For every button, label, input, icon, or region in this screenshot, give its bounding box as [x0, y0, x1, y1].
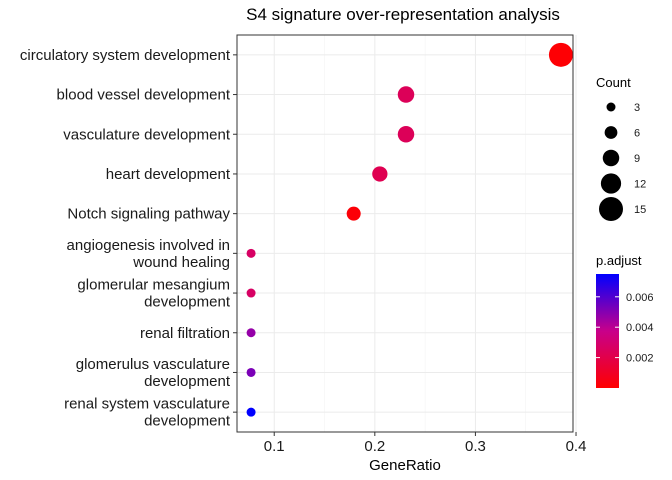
p-adjust-legend: p.adjust 0.002 0.004 0.006	[596, 253, 654, 388]
y-tick-label-line: wound healing	[132, 254, 230, 271]
x-tick-labels: 0.1 0.2 0.3 0.4	[264, 432, 587, 455]
y-tick-label: glomerular mesangium development	[77, 277, 230, 311]
y-tick-label: Notch signaling pathway	[67, 206, 230, 223]
y-tick-label: renal system vasculature development	[64, 396, 231, 430]
p-adjust-colorbar	[596, 274, 619, 388]
y-tick-label-line: Notch signaling pathway	[67, 206, 230, 223]
y-tick-label-line: renal filtration	[140, 325, 230, 342]
y-tick-label: angiogenesis involved in wound healing	[67, 237, 230, 271]
y-tick-label: vasculature development	[63, 126, 231, 143]
data-point	[246, 288, 256, 298]
y-tick-label: glomerulus vasculature development	[76, 356, 231, 390]
y-tick-label-line: glomerulus vasculature	[76, 356, 230, 373]
y-tick-label-line: renal system vasculature	[64, 396, 230, 413]
count-legend-title: Count	[596, 75, 631, 90]
p-adjust-legend-title: p.adjust	[596, 253, 642, 268]
x-tick-label: 0.3	[465, 438, 486, 455]
count-legend-label: 12	[634, 179, 646, 191]
colorbar-tick-label: 0.006	[626, 292, 654, 304]
y-tick-label-line: blood vessel development	[57, 87, 231, 104]
y-tick-label-line: circulatory system development	[20, 47, 231, 64]
count-legend: Count 3 6 9 12 15	[596, 75, 646, 221]
data-point	[397, 126, 415, 143]
x-tick-label: 0.2	[364, 438, 385, 455]
count-legend-label: 6	[634, 128, 640, 140]
count-legend-label: 15	[634, 204, 646, 216]
y-tick-labels: circulatory system development blood vess…	[20, 47, 237, 430]
count-legend-dot	[600, 173, 622, 194]
count-legend-dot	[604, 126, 618, 139]
data-point	[246, 248, 256, 258]
data-point	[548, 42, 573, 67]
y-tick-label-line: development	[144, 294, 231, 311]
y-tick-label: circulatory system development	[20, 47, 231, 64]
data-point	[372, 166, 388, 182]
y-tick-label: heart development	[106, 166, 231, 183]
x-tick-label: 0.4	[566, 438, 587, 455]
count-legend-dot	[602, 149, 620, 167]
y-tick-label-line: glomerular mesangium	[77, 277, 230, 294]
x-tick-label: 0.1	[264, 438, 285, 455]
data-points	[246, 42, 573, 417]
colorbar-tick-label: 0.004	[626, 322, 654, 334]
y-tick-label: blood vessel development	[57, 87, 231, 104]
data-point	[397, 86, 415, 103]
plot-border	[236, 34, 574, 433]
chart-title: S4 signature over-representation analysi…	[246, 5, 560, 24]
data-point	[346, 206, 361, 221]
y-tick-label-line: development	[144, 373, 231, 390]
data-point	[246, 407, 256, 417]
y-tick-label-line: development	[144, 413, 231, 430]
colorbar-tick-label: 0.002	[626, 353, 654, 365]
data-point	[246, 328, 256, 338]
y-tick-label-line: heart development	[106, 166, 231, 183]
data-point	[246, 367, 256, 377]
count-legend-dot	[599, 197, 623, 221]
x-axis-label: GeneRatio	[369, 457, 441, 474]
count-legend-dot	[606, 102, 616, 112]
count-legend-label: 9	[634, 153, 640, 165]
y-tick-label: renal filtration	[140, 325, 230, 342]
y-tick-label-line: vasculature development	[63, 126, 231, 143]
count-legend-label: 3	[634, 102, 640, 114]
y-tick-label-line: angiogenesis involved in	[67, 237, 230, 254]
